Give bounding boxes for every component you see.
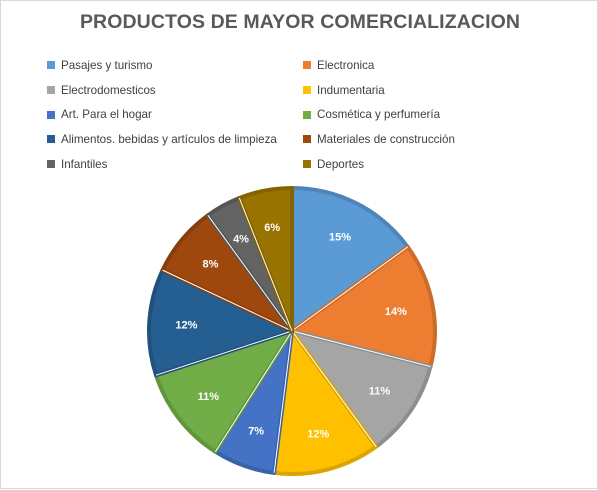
legend-label: Pasajes y turismo <box>61 58 153 72</box>
pie-slice <box>290 244 437 369</box>
legend-swatch <box>47 86 55 95</box>
legend-item: Materiales de construcción <box>303 127 553 152</box>
legend-item: Alimentos. bebidas y artículos de limpie… <box>47 127 297 152</box>
legend-swatch <box>303 160 311 169</box>
legend-item: Indumentaria <box>303 78 553 103</box>
pie-slice <box>290 186 410 333</box>
legend-label: Art. Para el hogar <box>61 108 152 122</box>
data-label: 11% <box>198 391 220 403</box>
legend-swatch <box>303 61 311 70</box>
slice-separator <box>155 330 293 376</box>
slice-separator <box>291 330 377 447</box>
data-label: 8% <box>203 259 219 271</box>
legend-swatch <box>303 110 311 119</box>
slice-separator <box>273 330 293 473</box>
legend-label: Infantiles <box>61 157 108 171</box>
data-label: 11% <box>369 385 391 397</box>
legend-item: Deportes <box>303 152 553 177</box>
legend-item: Electrodomesticos <box>47 78 297 103</box>
slice-separator <box>291 330 431 368</box>
pie-slice <box>153 329 294 454</box>
legend-item: Infantiles <box>47 152 297 177</box>
pie-slice <box>290 329 433 449</box>
data-label: 12% <box>175 319 197 331</box>
chart-title: PRODUCTOS DE MAYOR COMERCIALIZACION <box>79 11 521 33</box>
legend-label: Indumentaria <box>317 83 385 97</box>
data-label: 14% <box>385 306 407 318</box>
legend-item: Cosmética y perfumería <box>303 102 553 127</box>
pie-slice <box>272 329 379 476</box>
legend-swatch <box>303 86 311 95</box>
legend-label: Deportes <box>317 157 365 171</box>
slice-separator <box>207 215 293 332</box>
data-label: 15% <box>329 232 351 244</box>
legend-swatch <box>303 135 311 144</box>
legend-label: Cosmética y perfumería <box>317 108 441 122</box>
data-label: 12% <box>307 428 329 440</box>
legend-swatch <box>47 110 55 119</box>
slice-separator <box>214 330 293 453</box>
legend-label: Alimentos. bebidas y artículos de limpie… <box>61 132 277 146</box>
legend-item: Pasajes y turismo <box>47 53 297 78</box>
slice-separator <box>291 246 408 332</box>
data-label: 7% <box>248 426 264 438</box>
legend-label: Electrodomesticos <box>61 83 156 97</box>
data-label: 4% <box>233 233 249 245</box>
legend-swatch <box>47 61 55 70</box>
legend-swatch <box>47 160 55 169</box>
slice-separator <box>162 269 293 332</box>
pie-slice <box>147 268 294 378</box>
slice-separator <box>238 197 293 332</box>
legend-item: Electronica <box>303 53 553 78</box>
data-label: 6% <box>264 222 280 234</box>
legend-item: Art. Para el hogar <box>47 102 297 127</box>
legend-label: Electronica <box>317 58 375 72</box>
legend-swatch <box>47 135 55 144</box>
chart-legend: Pasajes y turismo Electronica Electrodomes… <box>47 53 567 176</box>
pie-slice <box>237 186 294 333</box>
legend-label: Materiales de construcción <box>317 132 455 146</box>
